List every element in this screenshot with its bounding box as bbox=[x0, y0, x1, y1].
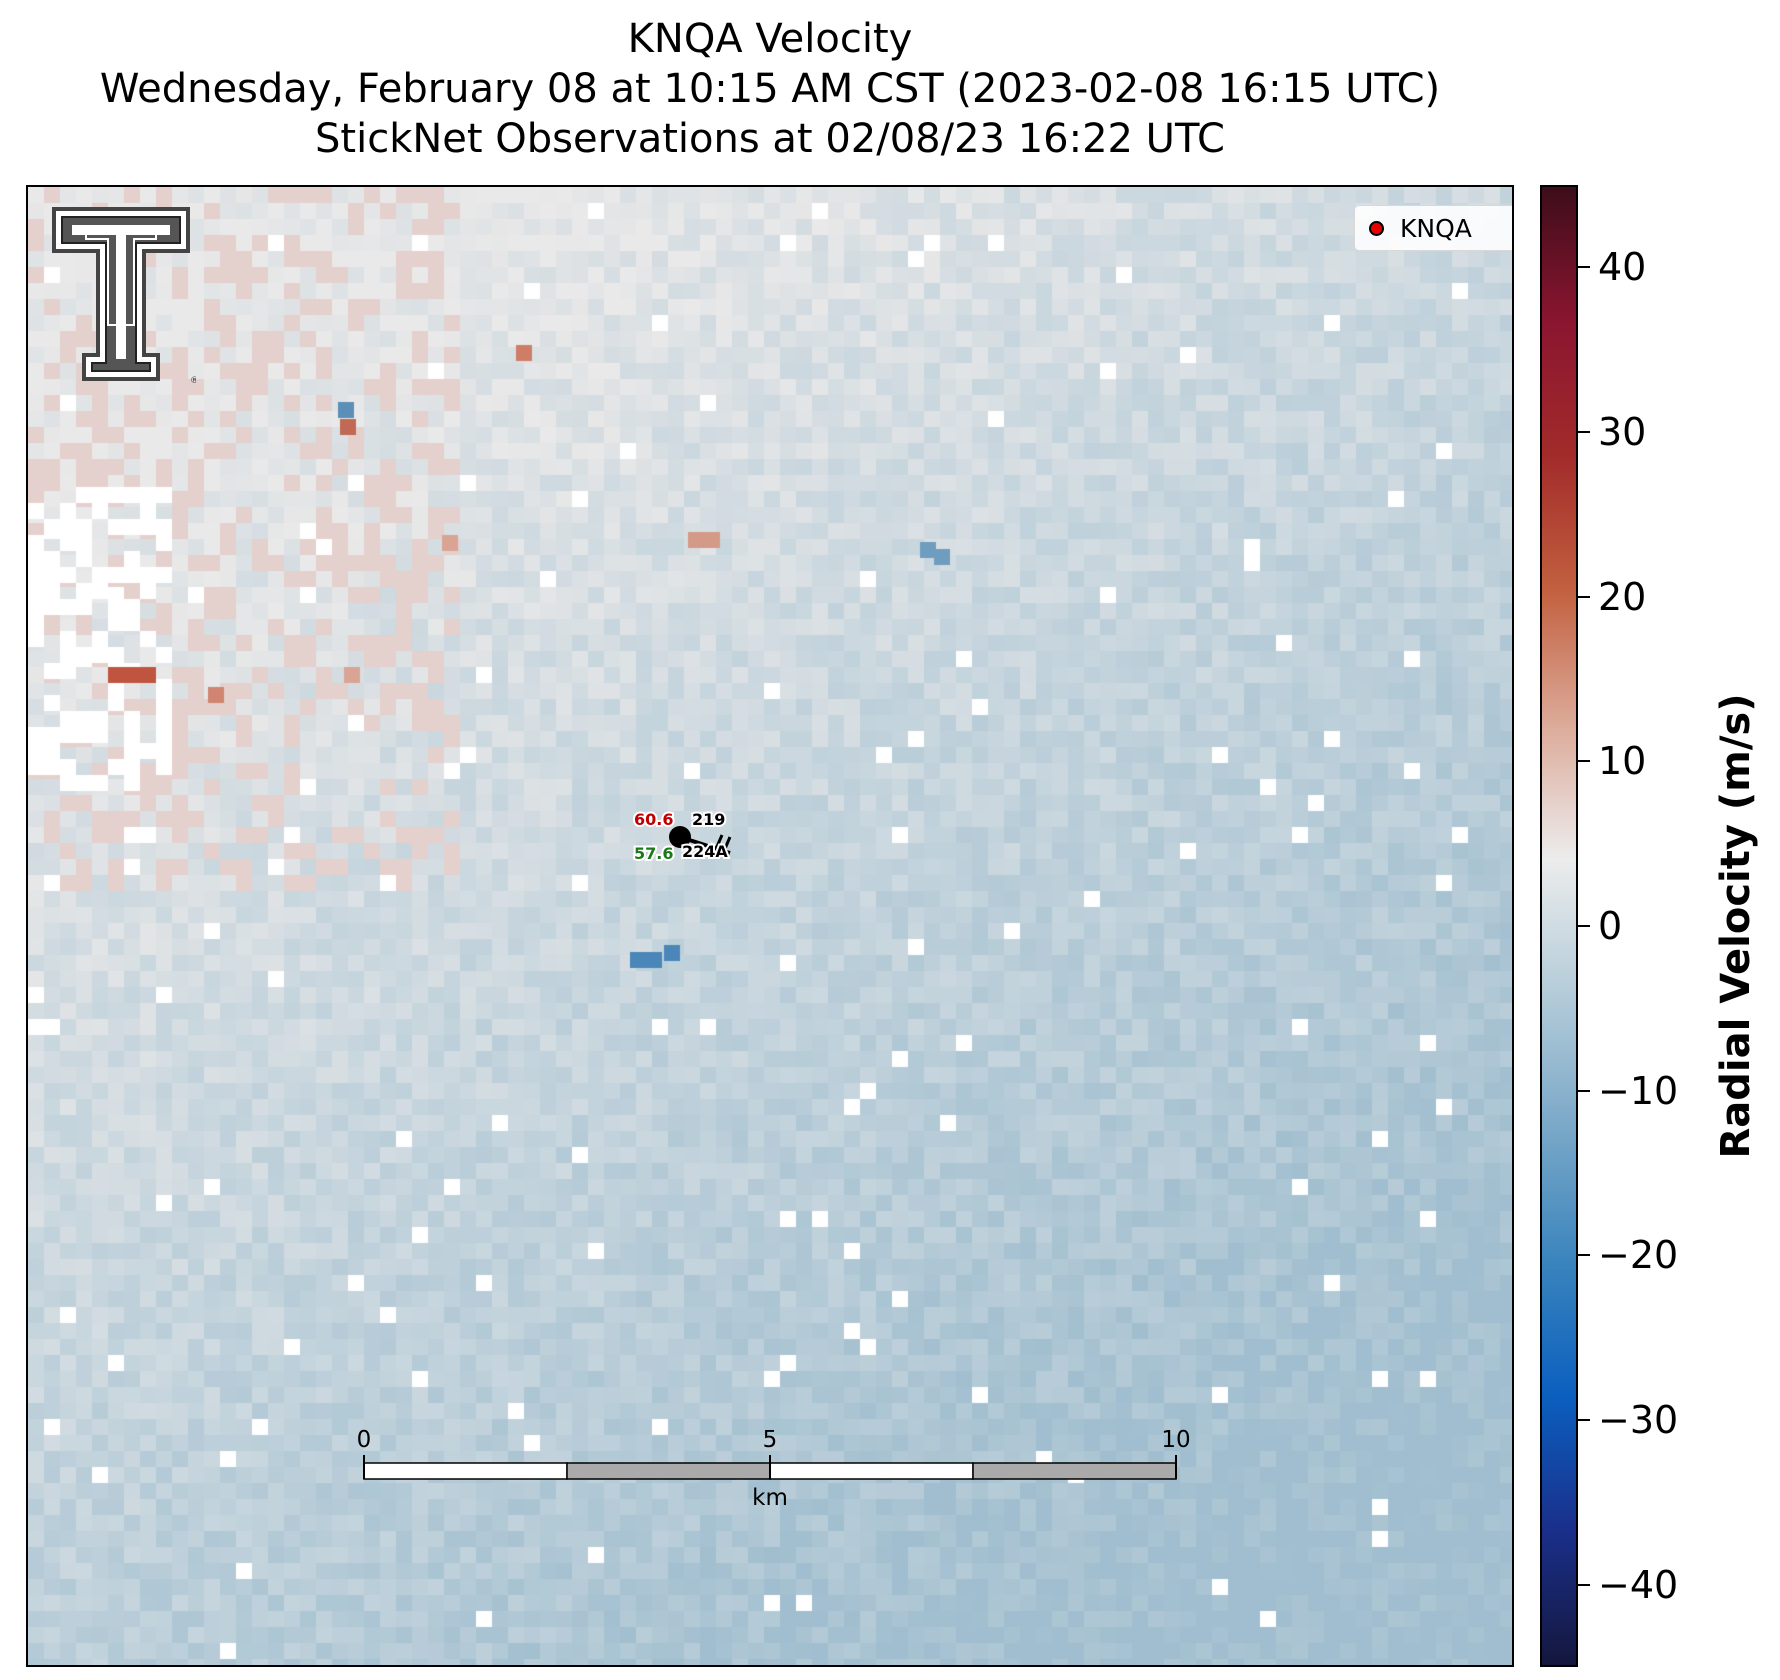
colorbar-tick-label: 0 bbox=[1598, 904, 1623, 948]
figure-title: KNQA Velocity Wednesday, February 08 at … bbox=[0, 14, 1540, 164]
station-marker bbox=[669, 826, 691, 848]
radar-map[interactable]: 60.6 219 57.6 224A 0 5 10 km ® KNQA bbox=[26, 185, 1514, 1667]
title-radar-name: KNQA Velocity bbox=[627, 16, 913, 62]
station-temperature: 60.6 bbox=[634, 810, 673, 829]
colorbar-tick-label: −20 bbox=[1598, 1233, 1679, 1278]
legend-label: KNQA bbox=[1400, 213, 1472, 243]
scale-tick-0: 0 bbox=[357, 1427, 372, 1453]
scale-bar: 0 5 10 km bbox=[357, 1427, 1191, 1511]
colorbar-tick-label: −10 bbox=[1598, 1068, 1679, 1113]
velocity-field bbox=[28, 187, 1512, 1665]
station-pressure: 219 bbox=[692, 810, 725, 829]
scale-tick-10: 10 bbox=[1161, 1427, 1190, 1453]
scale-unit: km bbox=[752, 1485, 788, 1511]
colorbar-label: Radial Velocity (m/s) bbox=[1713, 693, 1759, 1159]
radar-site-marker-icon bbox=[1369, 220, 1384, 236]
texas-tech-double-t-logo: ® bbox=[52, 207, 196, 385]
velocity-colorbar bbox=[1540, 185, 1578, 1667]
title-observation-time: StickNet Observations at 02/08/23 16:22 … bbox=[315, 116, 1225, 162]
scale-tick-5: 5 bbox=[763, 1427, 778, 1453]
colorbar-tick-label: 10 bbox=[1598, 739, 1647, 784]
colorbar-ticks: 40 30 20 10 0 −10 −20 −30 −40 bbox=[1578, 185, 1698, 1667]
map-overlay: 60.6 219 57.6 224A 0 5 10 km bbox=[357, 808, 1191, 1511]
svg-text:®: ® bbox=[190, 376, 196, 385]
title-datetime: Wednesday, February 08 at 10:15 AM CST (… bbox=[99, 66, 1441, 112]
colorbar-tick-label: −30 bbox=[1598, 1398, 1679, 1442]
colorbar-tick-label: 20 bbox=[1598, 574, 1647, 619]
colorbar-tick-label: −40 bbox=[1598, 1562, 1679, 1607]
map-legend: KNQA bbox=[1354, 205, 1512, 251]
sticknet-station-plot[interactable]: 60.6 219 57.6 224A bbox=[632, 808, 732, 865]
colorbar-tick-label: 30 bbox=[1598, 410, 1647, 454]
station-dewpoint: 57.6 bbox=[634, 844, 673, 863]
colorbar-tick-label: 40 bbox=[1598, 245, 1647, 290]
wind-barb-flag bbox=[722, 836, 732, 852]
wind-barb-flag bbox=[714, 834, 724, 850]
station-id: 224A bbox=[682, 842, 728, 861]
